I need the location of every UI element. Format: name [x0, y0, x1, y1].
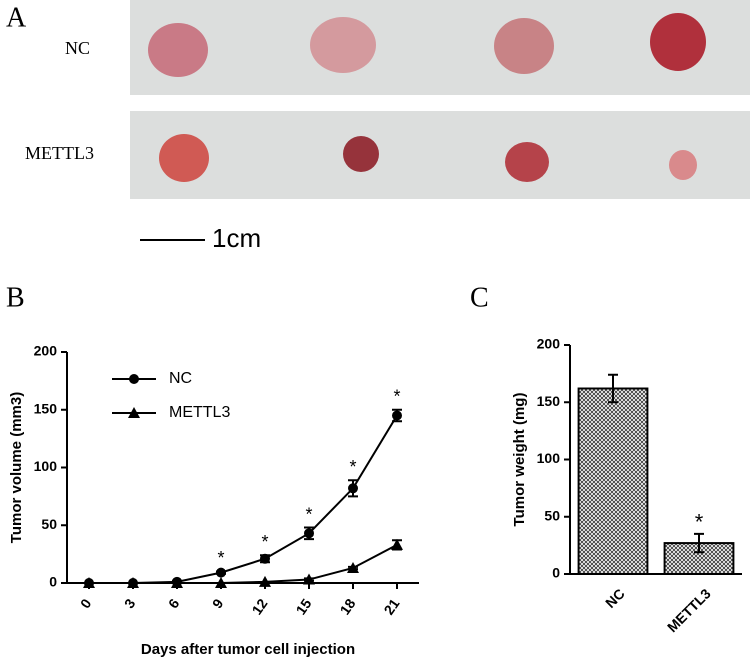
y-tick-label: 200	[34, 343, 58, 359]
row-label: NC	[65, 38, 90, 58]
x-tick-label: METTL3	[664, 585, 714, 635]
bar	[577, 387, 649, 576]
significance: *	[217, 548, 224, 568]
x-tick-label: 3	[121, 596, 139, 612]
line	[89, 543, 398, 584]
panel-label: A	[6, 2, 27, 33]
y-tick-label: 150	[34, 400, 58, 416]
marker	[127, 577, 139, 588]
row-label: METTL3	[25, 143, 94, 163]
photo-strip	[130, 111, 750, 199]
x-tick-label: 9	[209, 596, 227, 612]
marker	[392, 410, 402, 421]
marker	[259, 575, 271, 587]
photo-strip	[130, 0, 750, 95]
y-tick-label: 200	[537, 336, 561, 352]
x-tick-label: 15	[292, 595, 314, 617]
error-bar	[608, 373, 618, 404]
marker	[83, 577, 95, 588]
marker	[171, 577, 183, 588]
marker	[216, 567, 226, 578]
marker	[303, 573, 315, 585]
y-axis-label: Tumor weight (mg)	[511, 393, 528, 527]
x-tick-label: 12	[248, 595, 270, 617]
y-tick-label: 50	[41, 516, 57, 532]
y-tick-label: 100	[34, 458, 58, 474]
significance: *	[305, 504, 312, 524]
panel-label: C	[470, 282, 489, 313]
y-tick-label: 100	[537, 450, 561, 466]
x-tick-label: 21	[380, 595, 402, 617]
error-bar	[694, 532, 704, 554]
panel-label: B	[6, 282, 25, 313]
significance: *	[261, 532, 268, 552]
tumors	[148, 13, 706, 182]
x-tick-label: 0	[77, 596, 95, 612]
marker	[129, 374, 139, 384]
x-tick-label: NC	[602, 585, 628, 611]
y-tick-label: 0	[49, 574, 57, 590]
marker	[348, 483, 358, 494]
marker	[304, 528, 314, 539]
line	[89, 415, 398, 584]
x-tick-label: 18	[336, 595, 358, 617]
y-tick-label: 150	[537, 393, 561, 409]
scale-label: 1cm	[212, 223, 261, 253]
marker	[260, 553, 270, 564]
significance: *	[695, 510, 704, 535]
y-tick-label: 50	[544, 507, 560, 523]
x-axis-label: Days after tumor cell injection	[141, 641, 355, 658]
marker	[215, 577, 227, 588]
marker	[128, 407, 140, 418]
legend-label: METTL3	[169, 404, 230, 421]
significance: *	[393, 387, 400, 407]
legend-label: NC	[169, 370, 192, 387]
y-axis-label: Tumor volume (mm3)	[8, 392, 25, 543]
marker	[347, 561, 359, 573]
y-tick-label: 0	[552, 565, 560, 581]
x-tick-label: 6	[165, 596, 183, 612]
significance: *	[349, 457, 356, 477]
marker	[391, 538, 403, 550]
